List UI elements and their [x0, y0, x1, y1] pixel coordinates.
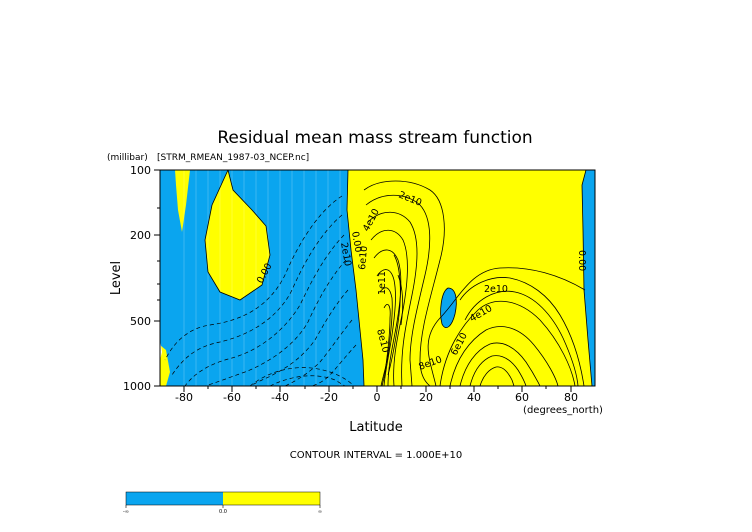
y-tick-label: 100 — [130, 164, 151, 177]
colorbar: -∞ 0.0 ∞ — [123, 491, 322, 515]
contour-label: 0.00 — [576, 250, 587, 271]
colorbar-label-max: ∞ — [318, 509, 322, 515]
negative-contours — [164, 195, 357, 386]
x-tick-labels: -80 -60 -40 -20 0 20 40 60 80 — [175, 391, 578, 404]
colorbar-positive — [223, 492, 320, 505]
x-tick-label: 80 — [564, 391, 578, 404]
contour-label: 2e10 — [338, 242, 353, 268]
contour-interval-note: CONTOUR INTERVAL = 1.000E+10 — [290, 450, 462, 461]
y-tick-labels: 100 200 500 1000 — [123, 164, 151, 393]
contour-plot-area: 0.00 0.00 2e10 2e10 4e10 6e10 1e11 8e10 … — [160, 170, 595, 386]
light-grid-lines — [183, 170, 341, 386]
x-unit-label: (degrees_north) — [523, 405, 603, 416]
x-tick-label: 0 — [374, 391, 381, 404]
x-tick-label: 20 — [419, 391, 433, 404]
colorbar-label-min: -∞ — [123, 509, 129, 515]
x-axis — [183, 386, 572, 392]
x-tick-label: -80 — [175, 391, 193, 404]
x-tick-label: -20 — [320, 391, 338, 404]
file-label: [STRM_RMEAN_1987-03_NCEP.nc] — [157, 153, 309, 163]
x-tick-label: 60 — [515, 391, 529, 404]
x-tick-label: -40 — [271, 391, 289, 404]
contour-label: 6e10 — [357, 245, 370, 270]
x-tick-label: 40 — [467, 391, 481, 404]
positive-region-south-upper — [205, 170, 270, 300]
contour-label: 0.00 — [349, 231, 364, 254]
y-axis-title: Level — [109, 261, 124, 295]
colorbar-negative — [126, 492, 223, 505]
positive-contours — [363, 180, 586, 386]
chart-title: Residual mean mass stream function — [217, 128, 532, 148]
y-unit-label: (millibar) — [107, 153, 148, 163]
x-axis-title: Latitude — [349, 420, 403, 435]
contour-label: 1e11 — [377, 271, 388, 295]
zero-contours — [204, 170, 593, 386]
y-axis — [154, 169, 160, 387]
contour-label: 2e10 — [484, 284, 508, 295]
x-tick-label: -60 — [223, 391, 241, 404]
negative-region-north — [582, 170, 595, 386]
y-tick-label: 200 — [130, 229, 151, 242]
y-tick-label: 500 — [130, 315, 151, 328]
positive-patch-southpole — [160, 345, 170, 386]
positive-region-south-streak — [175, 170, 190, 232]
colorbar-label-mid: 0.0 — [219, 509, 227, 515]
y-tick-label: 1000 — [123, 380, 151, 393]
